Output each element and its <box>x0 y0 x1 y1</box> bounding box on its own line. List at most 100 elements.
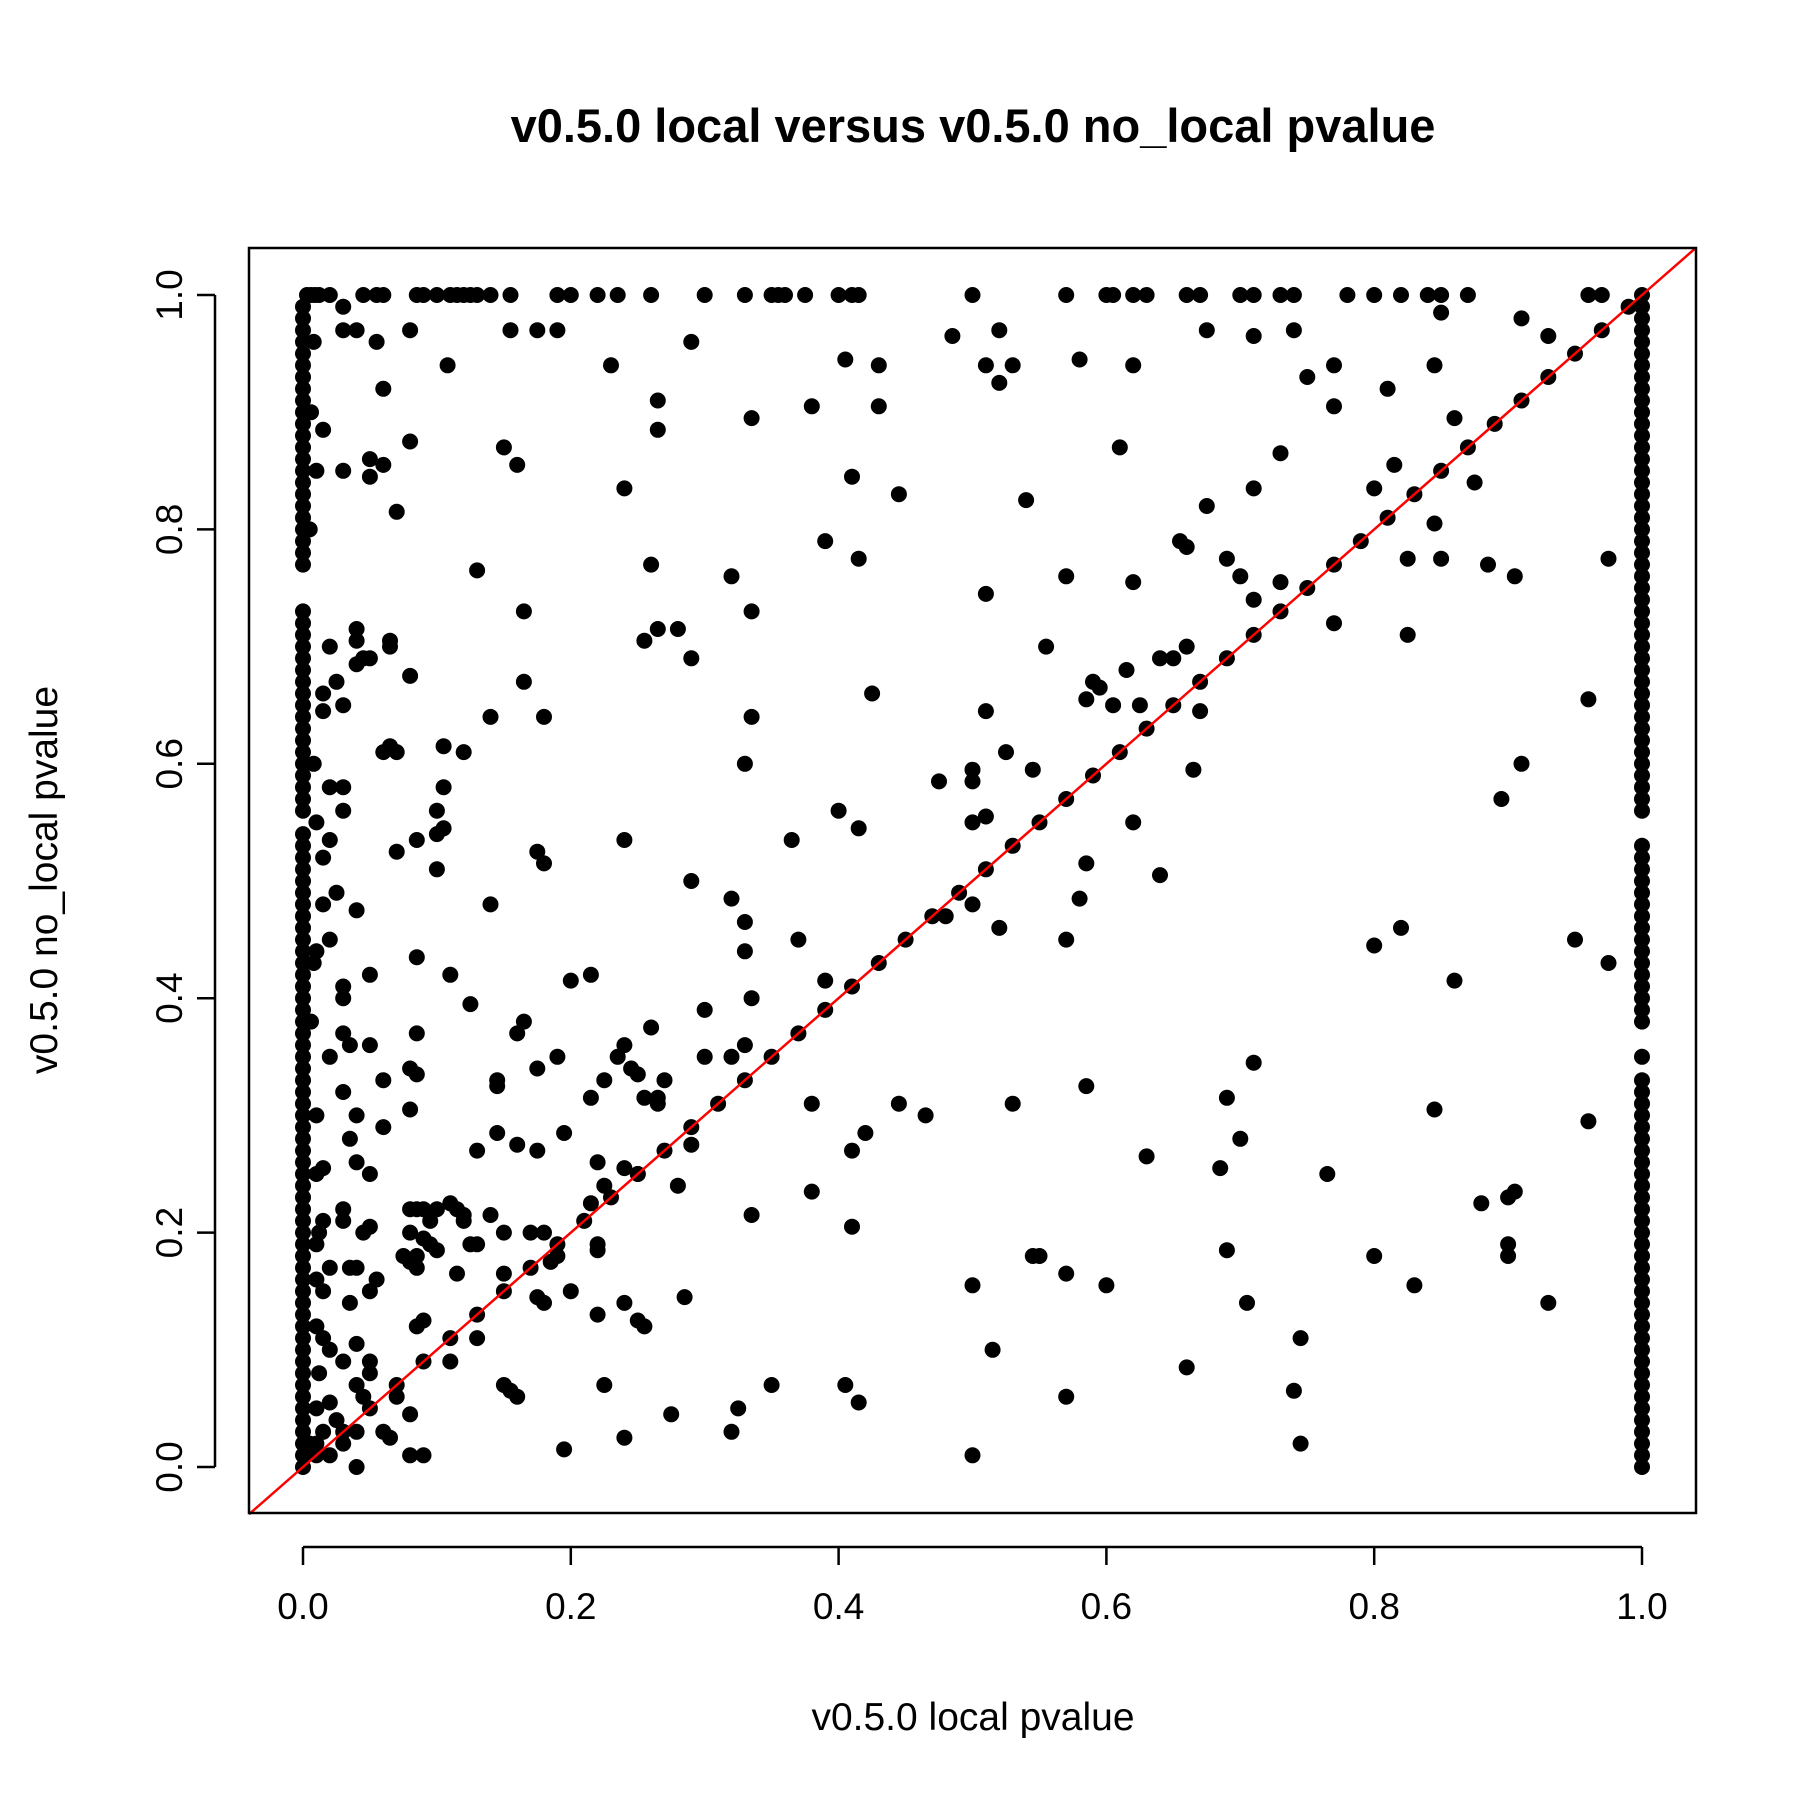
data-point <box>1634 392 1650 409</box>
data-point <box>295 1084 311 1100</box>
data-point <box>311 1365 328 1382</box>
data-point <box>636 1318 653 1335</box>
data-point <box>1024 761 1041 778</box>
data-point <box>315 1423 332 1440</box>
data-point <box>435 779 452 796</box>
data-point <box>315 703 332 720</box>
data-point <box>395 1248 412 1264</box>
data-point <box>596 1377 613 1393</box>
data-point <box>295 1130 311 1147</box>
data-point <box>295 462 311 479</box>
data-point <box>1634 591 1650 608</box>
data-point <box>529 1142 546 1159</box>
data-point <box>1366 480 1383 497</box>
data-point <box>295 357 311 374</box>
data-point <box>1634 1201 1650 1218</box>
data-point <box>991 374 1008 391</box>
data-point <box>328 673 345 690</box>
data-point <box>402 322 419 339</box>
data-point <box>1634 1400 1650 1417</box>
data-point <box>295 1365 311 1382</box>
data-point <box>315 685 332 702</box>
data-point <box>1634 1072 1650 1089</box>
data-point <box>295 1423 311 1440</box>
data-point <box>643 287 660 303</box>
data-point <box>1125 574 1142 591</box>
data-point <box>328 1412 345 1429</box>
data-point <box>295 556 311 573</box>
data-point <box>335 298 352 315</box>
data-point <box>736 943 753 960</box>
data-point <box>549 287 566 303</box>
data-point <box>870 357 887 374</box>
data-point <box>1500 1236 1517 1253</box>
data-point <box>295 802 311 819</box>
data-point <box>295 544 311 561</box>
data-point <box>1634 873 1650 889</box>
data-point <box>1399 550 1416 567</box>
data-point <box>295 826 311 843</box>
data-point <box>308 1318 325 1335</box>
data-point <box>803 398 820 415</box>
data-point <box>295 380 311 397</box>
data-point <box>817 972 834 989</box>
data-point <box>1634 1423 1650 1440</box>
data-point <box>1634 498 1650 514</box>
data-point <box>295 791 311 807</box>
data-point <box>536 1224 552 1241</box>
data-point <box>295 1341 311 1358</box>
data-point <box>1152 650 1168 667</box>
data-point <box>536 855 552 872</box>
data-point <box>1379 380 1396 397</box>
data-point <box>743 990 760 1007</box>
data-point <box>295 392 311 409</box>
data-point <box>556 1125 573 1141</box>
data-point <box>428 1242 445 1259</box>
data-point <box>295 662 311 678</box>
data-point <box>328 884 345 901</box>
data-point <box>295 744 311 761</box>
data-point <box>305 333 322 350</box>
data-point <box>295 978 311 995</box>
y-tick-label: 0.6 <box>149 738 190 789</box>
data-point <box>1634 1130 1650 1147</box>
data-point <box>549 1248 566 1264</box>
data-point <box>1634 556 1650 573</box>
data-point <box>1198 322 1215 339</box>
y-tick-label: 0.2 <box>149 1207 190 1258</box>
data-point <box>355 287 372 303</box>
data-point <box>1138 287 1155 303</box>
data-point <box>462 996 479 1013</box>
data-point <box>984 1341 1001 1358</box>
data-point <box>469 562 486 579</box>
data-point <box>964 1447 981 1464</box>
data-point <box>348 656 365 673</box>
data-point <box>442 966 459 983</box>
data-point <box>1634 1048 1650 1065</box>
data-point <box>305 955 322 971</box>
data-point <box>1232 1130 1249 1147</box>
data-point <box>837 1377 854 1393</box>
data-point <box>295 884 311 901</box>
data-point <box>308 1271 325 1288</box>
data-point <box>295 415 311 432</box>
data-point <box>1634 369 1650 385</box>
data-point <box>1634 1119 1650 1136</box>
data-point <box>1058 931 1075 948</box>
data-point <box>348 322 365 339</box>
data-point <box>348 621 365 637</box>
data-point <box>977 703 994 720</box>
data-point <box>1091 679 1108 696</box>
data-point <box>295 1072 311 1089</box>
data-point <box>388 503 405 520</box>
y-tick-label: 1.0 <box>149 269 190 320</box>
data-point <box>295 1201 311 1218</box>
data-point <box>1634 884 1650 901</box>
data-point <box>515 603 532 620</box>
data-point <box>931 773 947 790</box>
data-point <box>890 486 907 503</box>
data-point <box>355 1388 372 1405</box>
data-point <box>295 1353 311 1370</box>
data-point <box>1105 697 1122 714</box>
data-point <box>1634 919 1650 936</box>
